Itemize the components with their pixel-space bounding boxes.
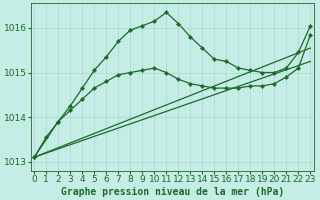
X-axis label: Graphe pression niveau de la mer (hPa): Graphe pression niveau de la mer (hPa) (61, 186, 284, 197)
